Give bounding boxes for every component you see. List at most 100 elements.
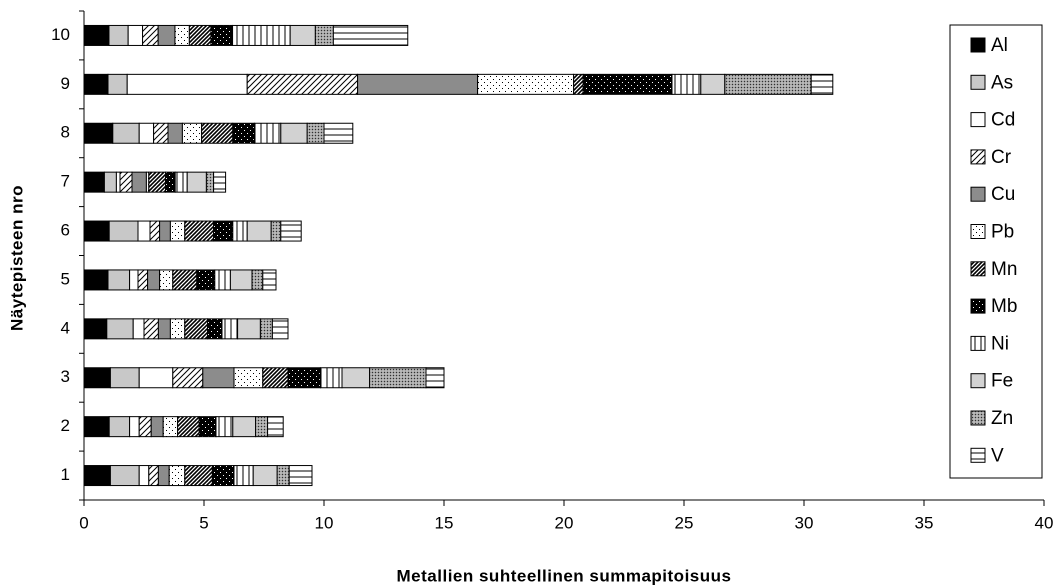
bar-segment <box>181 122 203 144</box>
legend-swatch <box>970 447 986 463</box>
bar-segment <box>184 318 209 340</box>
bar-segment <box>138 465 150 487</box>
bar-segment <box>112 122 140 144</box>
bar-segment <box>149 220 161 242</box>
legend-label: Cr <box>991 147 1012 168</box>
bar-segment <box>83 465 111 487</box>
y-tick-label: 2 <box>61 416 70 435</box>
bar-segment <box>83 220 110 242</box>
bar-segment <box>232 220 248 242</box>
bar-segment <box>270 220 282 242</box>
x-tick-label: 20 <box>555 513 574 532</box>
x-tick-label: 35 <box>915 513 934 532</box>
bar-segment <box>213 220 234 242</box>
bar-segment <box>174 24 190 46</box>
legend-label: As <box>991 72 1013 93</box>
bar-segment <box>184 465 213 487</box>
bar-segment <box>83 73 109 95</box>
bar-segment <box>83 318 108 340</box>
bar-segment <box>138 416 152 438</box>
bar-segment <box>172 269 198 291</box>
bar-segment <box>477 73 575 95</box>
bar-segment <box>369 367 427 389</box>
y-tick-label: 10 <box>51 25 70 44</box>
legend-label: Zn <box>991 408 1013 429</box>
bar-segment <box>214 269 231 291</box>
legend-label: Cu <box>991 184 1015 205</box>
bar-segment <box>83 24 110 46</box>
x-tick-label: 25 <box>675 513 694 532</box>
bar-segment <box>810 73 834 95</box>
bar-segment <box>205 171 215 193</box>
legend-swatch <box>970 112 986 128</box>
bar-segment <box>108 24 129 46</box>
bar-segment <box>253 122 282 144</box>
x-tick-label: 0 <box>79 513 88 532</box>
bar-segment <box>142 24 159 46</box>
bar-segment <box>237 318 261 340</box>
bar-segment <box>207 318 223 340</box>
bar-segment <box>341 367 371 389</box>
x-tick-label: 40 <box>1035 513 1054 532</box>
bar-segment <box>159 220 171 242</box>
bar-segment <box>162 416 179 438</box>
bar-segment <box>202 367 235 389</box>
bar-segment <box>246 73 359 95</box>
bar-segment <box>165 171 176 193</box>
bar-segment <box>83 269 109 291</box>
y-tick-label: 5 <box>61 269 70 288</box>
bar-segment <box>262 269 277 291</box>
bar-segment <box>137 269 149 291</box>
legend-swatch <box>970 298 986 314</box>
bar-segment <box>83 171 105 193</box>
bar-segment <box>131 171 147 193</box>
legend-label: Fe <box>991 371 1013 392</box>
legend-swatch <box>970 261 986 277</box>
legend-swatch <box>970 373 986 389</box>
bar-segment <box>115 171 121 193</box>
y-tick-label: 6 <box>61 221 70 240</box>
bar-segment <box>107 269 131 291</box>
bar-segment <box>177 416 200 438</box>
bar-segment <box>289 24 316 46</box>
bar-segment <box>213 171 227 193</box>
bar-segment <box>271 318 289 340</box>
bar-segment <box>211 465 235 487</box>
y-axis-title: Näytepisteen nro <box>7 185 26 331</box>
bar-segment <box>129 269 139 291</box>
x-tick-label: 30 <box>795 513 814 532</box>
legend-swatch <box>970 335 986 351</box>
legend-label: Ni <box>991 333 1009 354</box>
bar-segment <box>157 24 176 46</box>
bar-segment <box>573 73 584 95</box>
bar-segment <box>127 24 144 46</box>
bar-segment <box>157 465 170 487</box>
bar-segment <box>137 220 151 242</box>
bar-segment <box>210 24 234 46</box>
bar-segment <box>83 367 111 389</box>
legend-swatch <box>970 410 986 426</box>
bar-segment <box>148 465 159 487</box>
bar-segment <box>132 318 145 340</box>
bar-segment <box>126 73 248 95</box>
legend-swatch <box>970 186 986 202</box>
bar-segment <box>153 122 169 144</box>
bar-segment <box>671 73 702 95</box>
bar-segment <box>280 220 302 242</box>
bar-segment <box>724 73 812 95</box>
bar-segment <box>143 318 159 340</box>
bar-segment <box>83 122 114 144</box>
y-tick-label: 9 <box>61 74 70 93</box>
bar-segment <box>148 171 167 193</box>
bar-segment <box>251 269 264 291</box>
bar-segment <box>215 416 234 438</box>
bar-segment <box>255 416 269 438</box>
bar-segment <box>288 465 313 487</box>
bar-segment <box>138 122 155 144</box>
legend-box <box>949 24 1043 479</box>
x-tick-label: 10 <box>315 513 334 532</box>
bar-segment <box>103 171 117 193</box>
bar-segment <box>306 122 325 144</box>
bar-segment <box>221 318 239 340</box>
